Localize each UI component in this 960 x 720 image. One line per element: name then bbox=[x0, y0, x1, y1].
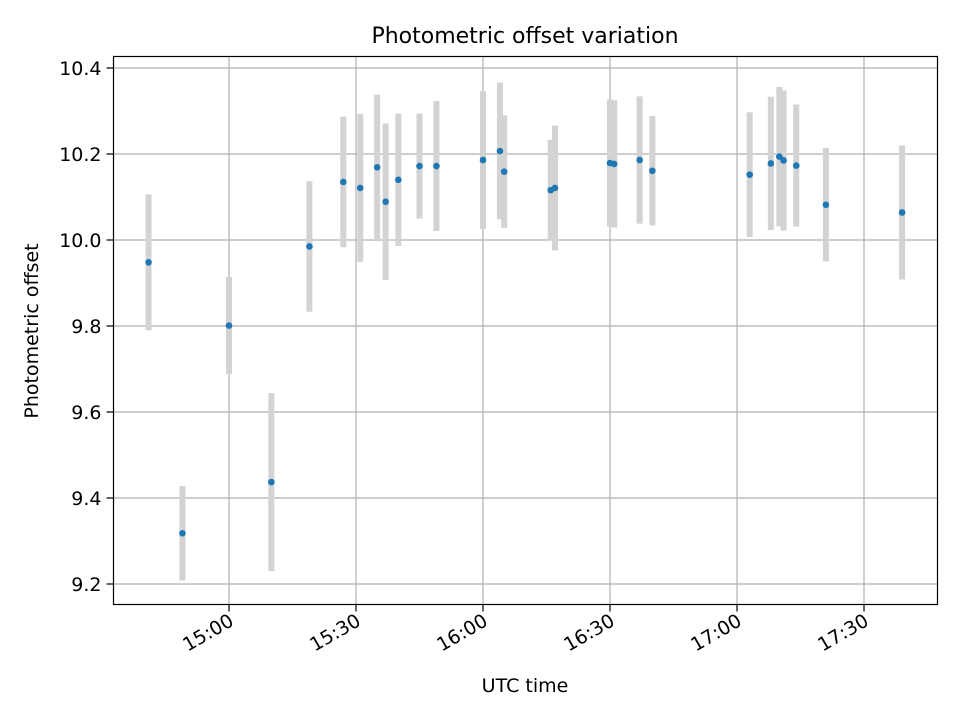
data-point bbox=[780, 157, 787, 164]
x-tick-label: 17:30 bbox=[814, 610, 872, 656]
x-tick-label: 16:00 bbox=[433, 610, 491, 656]
data-point bbox=[340, 178, 347, 186]
data-point bbox=[306, 243, 313, 250]
data-point bbox=[268, 478, 275, 486]
data-point bbox=[373, 164, 381, 171]
y-axis-label: Photometric offset bbox=[21, 243, 43, 418]
y-tick-label: 9.8 bbox=[71, 316, 101, 338]
y-tick-label: 9.2 bbox=[71, 574, 101, 596]
data-point bbox=[433, 162, 440, 170]
data-point bbox=[636, 156, 643, 164]
y-tick-label: 9.4 bbox=[71, 488, 101, 510]
data-point bbox=[416, 162, 423, 170]
data-point bbox=[500, 168, 508, 175]
x-axis-label: UTC time bbox=[482, 675, 569, 697]
data-point bbox=[822, 201, 830, 209]
data-point bbox=[746, 171, 753, 178]
data-point bbox=[767, 160, 775, 167]
chart-title: Photometric offset variation bbox=[371, 24, 678, 49]
y-tick-label: 10.0 bbox=[59, 230, 101, 252]
data-point bbox=[610, 160, 618, 168]
data-point bbox=[551, 184, 559, 192]
data-point bbox=[792, 162, 800, 169]
data-point bbox=[356, 184, 364, 192]
x-tick-label: 16:30 bbox=[560, 610, 618, 656]
data-point bbox=[179, 529, 186, 537]
data-point bbox=[649, 167, 656, 175]
data-point bbox=[898, 209, 906, 216]
x-axis: 15:00 15:30 16:00 16:30 17:00 17:30 bbox=[179, 604, 873, 656]
data-point bbox=[496, 147, 504, 155]
x-tick-label: 15:30 bbox=[306, 610, 364, 656]
data-point bbox=[145, 259, 152, 266]
data-point bbox=[395, 176, 402, 184]
y-axis: 9.2 9.4 9.6 9.8 10.0 10.2 10.4 bbox=[59, 58, 114, 596]
grid bbox=[113, 56, 938, 605]
plot-frame bbox=[112, 55, 939, 606]
data-point bbox=[382, 198, 389, 206]
data-point bbox=[479, 156, 487, 164]
x-tick-label: 15:00 bbox=[179, 610, 237, 656]
y-tick-label: 9.6 bbox=[71, 402, 101, 424]
y-tick-label: 10.2 bbox=[59, 144, 101, 166]
y-tick-label: 10.4 bbox=[59, 58, 101, 80]
data-points bbox=[145, 147, 906, 537]
data-point bbox=[225, 322, 233, 329]
data-point bbox=[776, 153, 783, 160]
x-tick-label: 17:00 bbox=[687, 610, 745, 656]
error-bars bbox=[145, 82, 906, 581]
